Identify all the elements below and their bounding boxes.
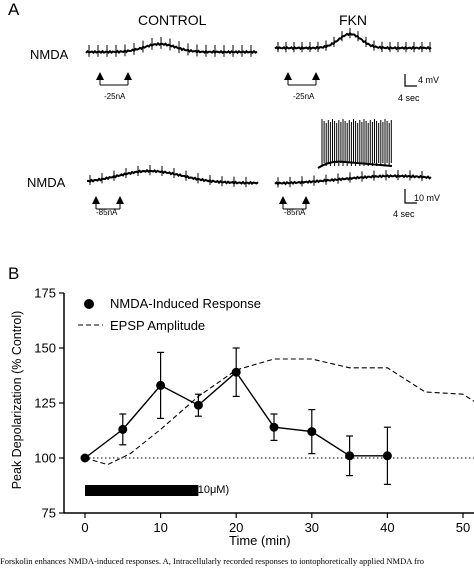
row1-fkn-pulse-arrow [312,72,320,80]
y-tick-label: 125 [34,396,56,411]
row2-nmda-label: NMDA [27,175,66,190]
row2-control-pulse-arrow [116,196,124,204]
fkn-burst-envelope [317,160,393,169]
epsp-amplitude-line [84,358,474,466]
y-axis-title: Peak Depolarization (% Control) [10,310,24,490]
row1-control-trace [85,41,258,55]
treatment-bar [85,485,199,496]
row2-control-pulse-arrow [92,196,100,204]
row1-fkn-trace [274,31,432,51]
panel-a-traces [85,28,432,210]
row2-scale-time: 4 sec [393,209,415,219]
x-tick-label: 50 [456,520,470,535]
nmda-response-point [382,451,392,461]
nmda-response-point [193,400,203,410]
row1-scale-voltage: 4 mV [418,75,440,85]
figure-caption: Forskolin enhances NMDA-induced response… [0,556,424,566]
nmda-response-point [231,367,241,377]
y-tick-label: 150 [34,341,56,356]
x-tick-label: 20 [229,520,243,535]
nmda-response-point [118,424,128,434]
control-heading: CONTROL [138,12,207,28]
row1-control-pulse-arrow [96,72,104,80]
x-tick-label: 30 [305,520,319,535]
nmda-response-point [156,380,166,390]
row1-control-pulse-label: -25nA [104,92,126,101]
row2-fkn-pulse-arrow [302,196,310,204]
x-axis-title: Time (min) [229,533,291,548]
nmda-response-point [269,422,279,432]
row2-control-trace [86,168,259,186]
panel-b-letter: B [8,264,20,283]
row1-fkn-pulse-label: -25nA [293,92,315,101]
nmda-response-point [80,453,90,463]
nmda-response-point [307,427,317,437]
legend-marker-nmda [84,299,94,309]
row1-scale-time: 4 sec [398,93,420,103]
treatment-label: FKN (10μM) [169,484,230,496]
panel-a-letter: A [8,0,20,19]
legend-label-epsp: EPSP Amplitude [110,318,206,333]
row2-fkn-trace [274,173,432,186]
row1-control-pulse-arrow [124,72,132,80]
row1-nmda-label: NMDA [30,47,69,62]
panel-b-plot: 75100125150175010203040506070 [34,286,474,535]
row1-scale-bar [404,74,417,87]
row2-fkn-pulse-label: -85nA [284,208,306,217]
nmda-response-point [345,451,355,461]
y-tick-label: 75 [42,506,56,521]
x-tick-label: 40 [380,520,394,535]
y-tick-label: 100 [34,451,56,466]
fkn-heading: FKN [339,12,367,28]
y-tick-label: 175 [34,286,56,301]
row2-scale-bar [404,189,417,204]
row1-fkn-pulse-arrow [284,72,292,80]
x-tick-label: 10 [153,520,167,535]
row2-scale-voltage: 10 mV [414,193,441,203]
legend-label-nmda: NMDA-Induced Response [110,296,262,311]
row2-control-pulse-label: -85nA [96,208,118,217]
x-tick-label: 0 [81,520,88,535]
row2-fkn-pulse-arrow [279,196,287,204]
fkn-burst-spikes [321,119,392,166]
